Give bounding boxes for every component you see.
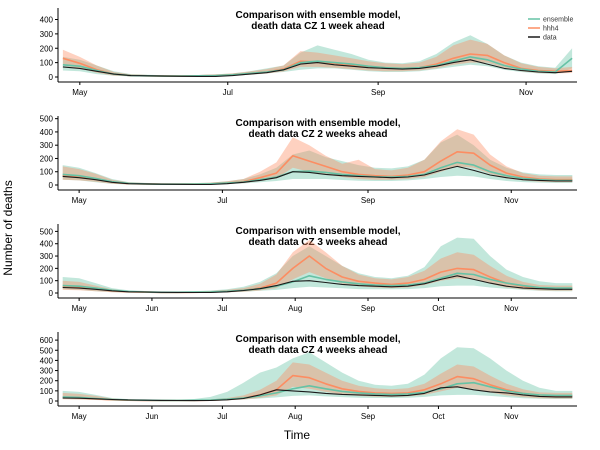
x-tick-label: Jul: [217, 412, 227, 421]
x-tick-label: Jul: [223, 88, 233, 97]
panel-title-line: death data CZ 4 weeks ahead: [249, 345, 388, 356]
y-tick-label: 300: [40, 252, 54, 261]
x-tick-label: Jul: [217, 196, 227, 205]
y-tick-label: 100: [40, 277, 54, 286]
data-line: [62, 59, 573, 77]
panel-1: Comparison with ensemble model,death dat…: [40, 8, 577, 97]
ensemble-interval-band: [62, 134, 573, 185]
y-tick-label: 300: [40, 30, 54, 39]
y-tick-label: 0: [49, 397, 54, 406]
x-tick-label: Oct: [432, 412, 445, 421]
data-line: [62, 386, 573, 402]
y-tick-label: 400: [40, 240, 54, 249]
x-tick-label: Nov: [519, 88, 533, 97]
legend-label-ensemble: ensemble: [543, 17, 573, 24]
x-tick-label: Aug: [288, 412, 302, 421]
panel-title-line: death data CZ 1 week ahead: [251, 21, 384, 32]
y-tick-label: 500: [40, 115, 54, 124]
x-tick-label: Sep: [361, 412, 376, 421]
panels: Comparison with ensemble model,death dat…: [40, 8, 577, 421]
x-tick-label: Nov: [504, 304, 518, 313]
hhh4-interval-band: [62, 39, 573, 77]
hhh4-interval-band: [62, 129, 573, 185]
y-tick-label: 500: [40, 227, 54, 236]
x-tick-label: Jun: [145, 304, 158, 313]
y-tick-label: 200: [40, 264, 54, 273]
x-axis-label: Time: [284, 428, 311, 442]
legend-label-data: data: [543, 35, 557, 42]
y-tick-label: 0: [49, 181, 54, 190]
y-tick-label: 400: [40, 356, 54, 365]
y-tick-label: 400: [40, 16, 54, 25]
data-line: [62, 275, 573, 294]
panel-title-line: death data CZ 3 weeks ahead: [249, 237, 388, 248]
x-tick-label: Aug: [288, 304, 302, 313]
panel-title-line: Comparison with ensemble model,: [235, 226, 400, 237]
y-tick-label: 200: [40, 377, 54, 386]
x-tick-label: Jul: [217, 304, 227, 313]
x-tick-label: May: [72, 412, 87, 421]
panel-title-line: Comparison with ensemble model,: [235, 118, 400, 129]
y-tick-label: 500: [40, 346, 54, 355]
y-axis-label: Number of deaths: [1, 180, 15, 275]
x-tick-label: Nov: [504, 412, 518, 421]
y-tick-label: 300: [40, 141, 54, 150]
x-tick-label: Oct: [432, 304, 445, 313]
y-tick-label: 100: [40, 59, 54, 68]
x-tick-label: May: [72, 88, 87, 97]
legend-label-hhh4: hhh4: [543, 26, 559, 33]
ensemble-interval-band: [62, 35, 573, 77]
panel-title-line: death data CZ 2 weeks ahead: [249, 129, 388, 140]
x-tick-label: Sep: [361, 196, 376, 205]
y-tick-label: 100: [40, 168, 54, 177]
x-tick-label: Sep: [371, 88, 386, 97]
y-tick-label: 0: [49, 73, 54, 82]
panel-4: Comparison with ensemble model,death dat…: [40, 332, 577, 421]
y-tick-label: 400: [40, 128, 54, 137]
legend: ensemble hhh4 data: [528, 17, 573, 42]
x-tick-label: Nov: [504, 196, 518, 205]
y-tick-label: 300: [40, 367, 54, 376]
y-tick-label: 200: [40, 44, 54, 53]
x-tick-label: May: [72, 304, 87, 313]
y-tick-label: 600: [40, 336, 54, 345]
y-tick-label: 200: [40, 154, 54, 163]
hhh4-interval-band: [62, 240, 573, 293]
panel-title-line: Comparison with ensemble model,: [235, 10, 400, 21]
panel-title-line: Comparison with ensemble model,: [235, 334, 400, 345]
y-tick-label: 100: [40, 387, 54, 396]
x-tick-label: Jun: [145, 412, 158, 421]
x-tick-label: May: [72, 196, 87, 205]
panel-3: Comparison with ensemble model,death dat…: [40, 224, 577, 313]
data-line: [62, 165, 573, 186]
y-tick-label: 0: [49, 289, 54, 298]
x-tick-label: Sep: [361, 304, 376, 313]
panel-2: Comparison with ensemble model,death dat…: [40, 115, 577, 205]
